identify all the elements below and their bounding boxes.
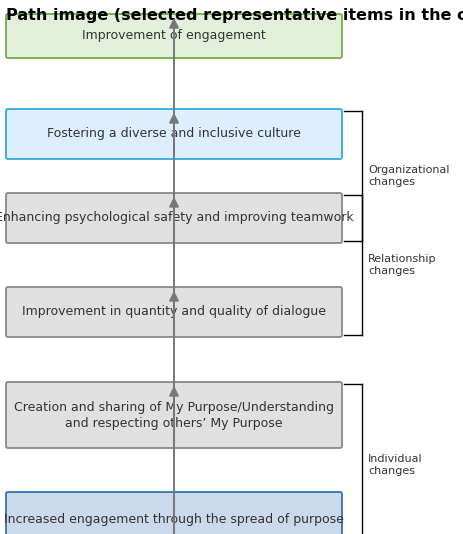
Text: Improvement of engagement: Improvement of engagement	[82, 29, 265, 43]
FancyBboxPatch shape	[6, 382, 341, 448]
FancyBboxPatch shape	[6, 109, 341, 159]
Text: Increased engagement through the spread of purpose: Increased engagement through the spread …	[4, 514, 343, 527]
Text: Creation and sharing of My Purpose/Understanding
and respecting others’ My Purpo: Creation and sharing of My Purpose/Under…	[14, 400, 333, 429]
Text: Fostering a diverse and inclusive culture: Fostering a diverse and inclusive cultur…	[47, 128, 300, 140]
FancyBboxPatch shape	[6, 14, 341, 58]
FancyBboxPatch shape	[6, 193, 341, 243]
FancyBboxPatch shape	[6, 287, 341, 337]
Text: Enhancing psychological safety and improving teamwork: Enhancing psychological safety and impro…	[0, 211, 352, 224]
Text: Relationship
changes: Relationship changes	[367, 254, 436, 276]
Text: Path image (selected representative items in the case study): Path image (selected representative item…	[6, 8, 463, 23]
Text: Organizational
changes: Organizational changes	[367, 165, 449, 187]
FancyBboxPatch shape	[6, 492, 341, 534]
Text: Improvement in quantity and quality of dialogue: Improvement in quantity and quality of d…	[22, 305, 325, 318]
Text: Individual
changes: Individual changes	[367, 454, 422, 476]
